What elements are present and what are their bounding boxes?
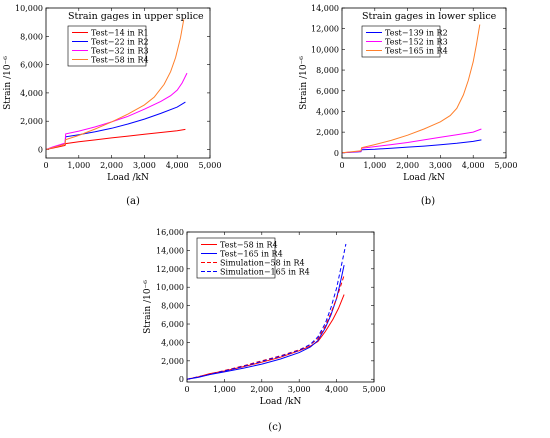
chart-3-ytick-label: 16,000 bbox=[156, 228, 184, 237]
chart-3-ytick-label: 6,000 bbox=[161, 320, 184, 329]
chart-2-series-group bbox=[342, 24, 482, 154]
chart-1-series-4-line bbox=[46, 19, 185, 150]
chart-1-xtick-label: 5,000 bbox=[199, 161, 222, 170]
chart-3-series-group bbox=[187, 243, 347, 380]
chart-panel-1: 0 1,000 2,000 3,000 4,000 5,000 0 2,000 4,000 6,0… bbox=[3, 4, 221, 207]
chart-3-series-1-line bbox=[187, 294, 345, 380]
chart-1-ytick-label: 0 bbox=[38, 146, 43, 155]
chart-1-xtick-label: 4,000 bbox=[166, 161, 189, 170]
chart-1-ytick-label: 8,000 bbox=[20, 32, 43, 41]
chart-1-ytick-label: 4,000 bbox=[20, 89, 43, 98]
chart-2-y-axis-label: Strain /10⁻⁶ bbox=[299, 56, 309, 110]
chart-2-ytick-label: 6,000 bbox=[316, 87, 339, 96]
chart-2-ytick-label: 14,000 bbox=[311, 4, 339, 13]
chart-3-ytick-label: 14,000 bbox=[156, 246, 184, 255]
chart-2-legend-label-1: Test−139 in R2 bbox=[385, 29, 448, 38]
chart-2-xtick-label: 1,000 bbox=[363, 161, 386, 170]
chart-3-legend-label-1: Test−58 in R4 bbox=[220, 241, 278, 250]
chart-1-plot-frame bbox=[45, 7, 211, 159]
chart-3-x-axis-label: Load /kN bbox=[260, 397, 302, 407]
chart-2-xtick-label: 3,000 bbox=[429, 161, 452, 170]
chart-1-series-1-line bbox=[46, 128, 186, 150]
chart-2-xtick-label: 0 bbox=[339, 161, 344, 170]
chart-3-ytick-label: 4,000 bbox=[161, 338, 184, 347]
chart-1-series-group bbox=[46, 19, 188, 150]
chart-1-panel-label: (a) bbox=[126, 196, 140, 207]
chart-3-xtick-label: 0 bbox=[184, 385, 189, 394]
chart-1-xtick-label: 0 bbox=[43, 161, 48, 170]
chart-2-series-3-line bbox=[342, 24, 481, 154]
chart-2-x-axis-label: Load /kN bbox=[403, 173, 445, 183]
chart-3-ytick-label: 2,000 bbox=[161, 357, 184, 366]
chart-2-ytick-label: 4,000 bbox=[316, 107, 339, 116]
chart-1-ytick-label: 2,000 bbox=[20, 117, 43, 126]
chart-3-xtick-label: 5,000 bbox=[363, 385, 386, 394]
chart-2-legend-label-3: Test−165 in R4 bbox=[385, 47, 448, 56]
chart-2-legend-label-2: Test−152 in R3 bbox=[385, 38, 448, 47]
chart-3-ytick-label: 10,000 bbox=[156, 283, 184, 292]
chart-3-xtick-label: 4,000 bbox=[325, 385, 348, 394]
chart-2-plot-frame bbox=[341, 7, 507, 159]
chart-2-xtick-label: 4,000 bbox=[462, 161, 485, 170]
chart-2-panel-label: (b) bbox=[421, 196, 435, 207]
chart-1-legend-label-2: Test−22 in R2 bbox=[91, 38, 149, 47]
chart-1-legend-label-1: Test−14 in R1 bbox=[91, 29, 149, 38]
chart-3-xtick-label: 2,000 bbox=[250, 385, 273, 394]
chart-panel-2: 0 1,000 2,000 3,000 4,000 5,000 0 2,000 4,000 6,0… bbox=[299, 4, 517, 207]
chart-2-ytick-label: 12,000 bbox=[311, 25, 339, 34]
chart-3-panel-label: (c) bbox=[268, 422, 282, 433]
chart-3-xtick-label: 3,000 bbox=[288, 385, 311, 394]
chart-3-legend-label-2: Test−165 in R4 bbox=[220, 250, 283, 259]
chart-1-legend-label-4: Test−58 in R4 bbox=[91, 56, 149, 65]
chart-3-legend-label-3: Simulation−58 in R4 bbox=[220, 259, 305, 268]
chart-1-ytick-label: 10,000 bbox=[15, 4, 43, 13]
chart-2-xtick-label: 5,000 bbox=[495, 161, 518, 170]
chart-2-ytick-label: 8,000 bbox=[316, 66, 339, 75]
chart-3-series-4-line bbox=[187, 243, 347, 380]
chart-3-series-3-line bbox=[187, 275, 345, 380]
chart-2-ytick-label: 2,000 bbox=[316, 128, 339, 137]
chart-panel-3: 0 1,000 2,000 3,000 4,000 5,000 0 2,000 4,000 6,0… bbox=[143, 228, 385, 433]
chart-3-ytick-label: 0 bbox=[179, 375, 184, 384]
chart-1-legend-label-3: Test−32 in R3 bbox=[91, 47, 149, 56]
chart-2-title: Strain gages in lower splice bbox=[362, 11, 497, 22]
chart-1-series-2-line bbox=[46, 101, 186, 150]
chart-2-ytick-label: 10,000 bbox=[311, 45, 339, 54]
chart-3-xtick-label: 1,000 bbox=[213, 385, 236, 394]
chart-1-xtick-label: 1,000 bbox=[67, 161, 90, 170]
chart-1-xtick-label: 2,000 bbox=[100, 161, 123, 170]
chart-1-y-axis-label: Strain /10⁻⁶ bbox=[3, 56, 13, 110]
chart-3-legend-label-4: Simulation−165 in R4 bbox=[220, 268, 310, 277]
chart-1-xtick-label: 3,000 bbox=[133, 161, 156, 170]
chart-3-plot-frame bbox=[186, 231, 375, 383]
chart-3-ytick-label: 12,000 bbox=[156, 265, 184, 274]
chart-3-series-2-line bbox=[187, 264, 345, 380]
chart-1-x-axis-label: Load /kN bbox=[107, 173, 149, 183]
chart-3-ytick-label: 8,000 bbox=[161, 302, 184, 311]
chart-1-title: Strain gages in upper splice bbox=[68, 11, 204, 22]
chart-3-y-axis-label: Strain /10⁻⁶ bbox=[143, 280, 153, 334]
chart-1-ytick-label: 6,000 bbox=[20, 61, 43, 70]
chart-2-ytick-label: 0 bbox=[334, 149, 339, 158]
chart-2-xtick-label: 2,000 bbox=[396, 161, 419, 170]
